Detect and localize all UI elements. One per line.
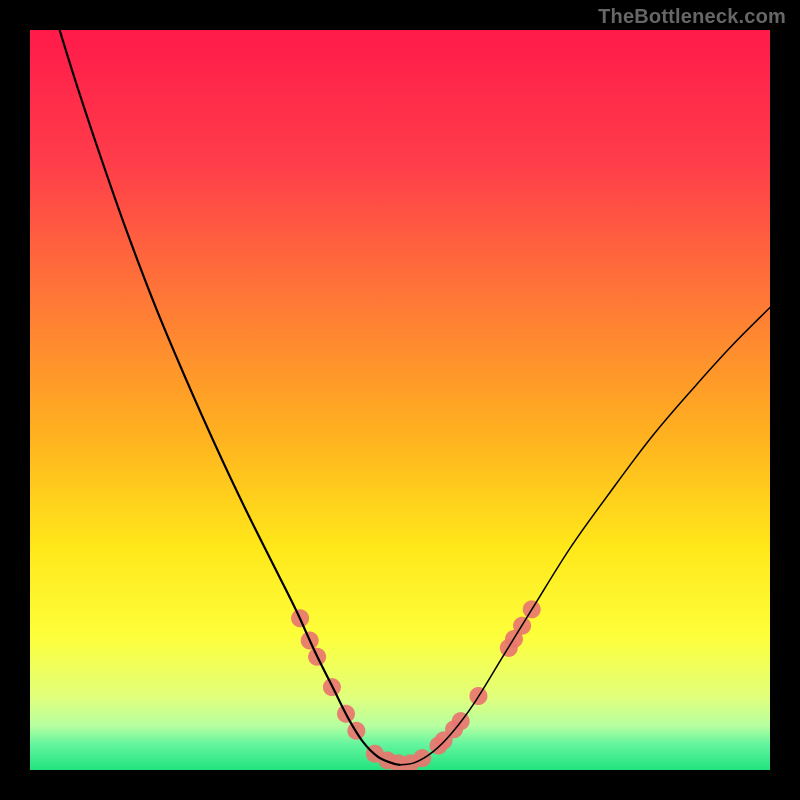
watermark-text: TheBottleneck.com xyxy=(598,6,786,29)
data-marker xyxy=(413,749,431,767)
gradient-background xyxy=(30,30,770,770)
bottleneck-chart-svg xyxy=(30,30,770,770)
chart-frame: TheBottleneck.com xyxy=(0,0,800,800)
plot-area xyxy=(30,30,770,770)
